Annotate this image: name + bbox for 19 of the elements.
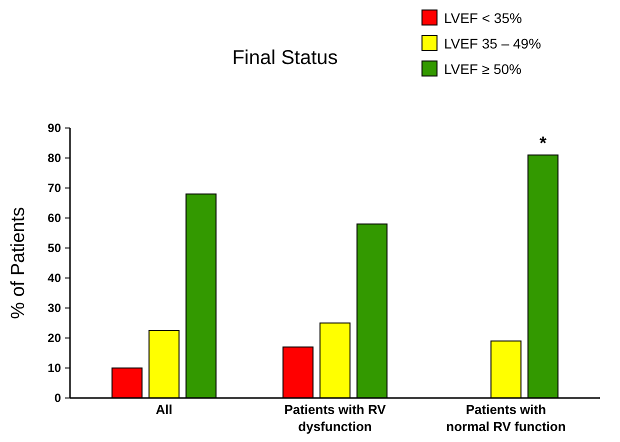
y-tick-label: 60: [48, 211, 62, 226]
x-tick-label: Patients with RV dysfunction: [284, 402, 386, 434]
y-tick-label: 30: [48, 301, 62, 316]
legend-label: LVEF < 35%: [444, 10, 522, 26]
y-tick-label: 90: [48, 121, 62, 136]
x-tick-label: Patients with normal RV function: [446, 402, 566, 434]
y-tick-label: 80: [48, 151, 62, 166]
y-axis-title: % of Patients: [8, 207, 29, 319]
y-tick-label: 0: [54, 391, 62, 406]
y-tick-label: 40: [48, 271, 62, 286]
chart-title: Final Status: [232, 47, 338, 69]
legend-label: LVEF 35 – 49%: [444, 35, 542, 52]
y-tick-label: 50: [48, 241, 62, 256]
y-tick-label: 70: [48, 181, 62, 196]
y-tick-label: 10: [48, 361, 62, 376]
y-tick-label: 20: [48, 331, 62, 346]
x-tick-label: All: [156, 402, 172, 417]
annotation: *: [539, 133, 546, 153]
legend-label: LVEF ≥ 50%: [444, 60, 522, 77]
